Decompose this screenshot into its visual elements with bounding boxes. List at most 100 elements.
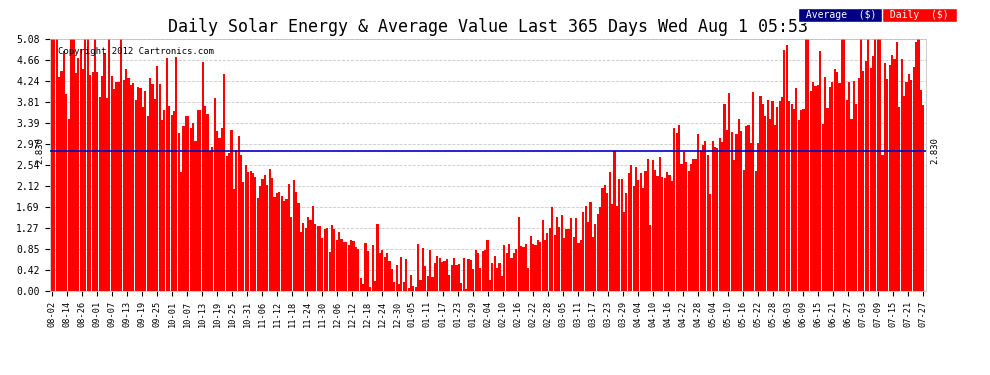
Bar — [465, 289, 467, 291]
Bar — [886, 79, 888, 291]
Bar — [893, 59, 896, 291]
Bar — [769, 119, 771, 291]
Bar — [621, 179, 623, 291]
Bar — [420, 280, 422, 291]
Bar — [604, 185, 606, 291]
Bar — [577, 243, 579, 291]
Bar — [548, 228, 550, 291]
Bar — [240, 155, 243, 291]
Bar — [726, 130, 728, 291]
Bar — [125, 69, 127, 291]
Bar — [396, 266, 398, 291]
Bar — [896, 42, 898, 291]
Bar — [719, 138, 721, 291]
Bar — [742, 170, 744, 291]
Bar — [357, 249, 359, 291]
Bar — [101, 76, 103, 291]
Bar — [623, 211, 625, 291]
Bar — [589, 202, 592, 291]
Bar — [173, 111, 175, 291]
Bar — [346, 242, 347, 291]
Bar — [354, 247, 357, 291]
Bar — [283, 201, 285, 291]
Bar — [841, 39, 842, 291]
Bar — [587, 222, 589, 291]
Bar — [82, 69, 84, 291]
Bar — [437, 256, 439, 291]
Bar — [651, 160, 653, 291]
Bar — [219, 138, 221, 291]
Bar — [233, 189, 235, 291]
Bar — [910, 80, 913, 291]
Bar — [640, 173, 642, 291]
Bar — [75, 73, 77, 291]
Bar — [707, 154, 709, 291]
Bar — [388, 261, 390, 291]
Bar — [371, 245, 374, 291]
Bar — [116, 82, 118, 291]
Bar — [874, 39, 876, 291]
Bar — [906, 82, 908, 291]
Bar — [460, 283, 462, 291]
Bar — [736, 134, 738, 291]
Bar — [295, 192, 297, 291]
Bar — [812, 82, 814, 291]
Bar — [393, 282, 395, 291]
Bar — [761, 104, 764, 291]
Bar — [869, 68, 871, 291]
Text: 2.830: 2.830 — [36, 137, 45, 164]
Bar — [630, 165, 633, 291]
Bar — [793, 109, 795, 291]
Bar — [690, 164, 692, 291]
Bar — [145, 91, 147, 291]
Bar — [326, 228, 329, 291]
Bar — [352, 241, 354, 291]
Bar — [123, 80, 125, 291]
Bar — [249, 171, 251, 291]
Bar — [477, 253, 479, 291]
Bar — [446, 259, 447, 291]
Bar — [398, 284, 400, 291]
Bar — [594, 224, 596, 291]
Bar — [551, 207, 553, 291]
Bar — [570, 218, 572, 291]
Bar — [867, 39, 869, 291]
Bar — [165, 58, 168, 291]
Bar — [525, 244, 527, 291]
Bar — [778, 101, 781, 291]
Bar — [724, 104, 726, 291]
Bar — [50, 39, 53, 291]
Bar — [857, 78, 859, 291]
Bar — [448, 275, 450, 291]
Bar — [702, 145, 704, 291]
Bar — [142, 107, 144, 291]
Bar — [67, 119, 69, 291]
Bar — [503, 245, 506, 291]
Bar — [223, 74, 226, 291]
Bar — [293, 180, 295, 291]
Text: Average  (\$): Average (\$) — [800, 10, 882, 20]
Bar — [403, 282, 405, 291]
Bar — [852, 81, 855, 291]
Bar — [798, 120, 800, 291]
Bar — [91, 72, 94, 291]
Bar — [317, 226, 319, 291]
Bar — [111, 76, 113, 291]
Bar — [359, 278, 361, 291]
Bar — [922, 105, 925, 291]
Bar — [915, 42, 917, 291]
Bar — [55, 39, 57, 291]
Bar — [786, 45, 788, 291]
Bar — [496, 268, 498, 291]
Bar — [192, 123, 194, 291]
Bar — [560, 214, 563, 291]
Bar — [441, 262, 444, 291]
Bar — [515, 249, 518, 291]
Bar — [901, 58, 903, 291]
Bar — [697, 134, 699, 291]
Bar — [300, 232, 302, 291]
Bar — [175, 57, 177, 291]
Bar — [280, 196, 283, 291]
Bar — [635, 166, 638, 291]
Bar — [177, 133, 180, 291]
